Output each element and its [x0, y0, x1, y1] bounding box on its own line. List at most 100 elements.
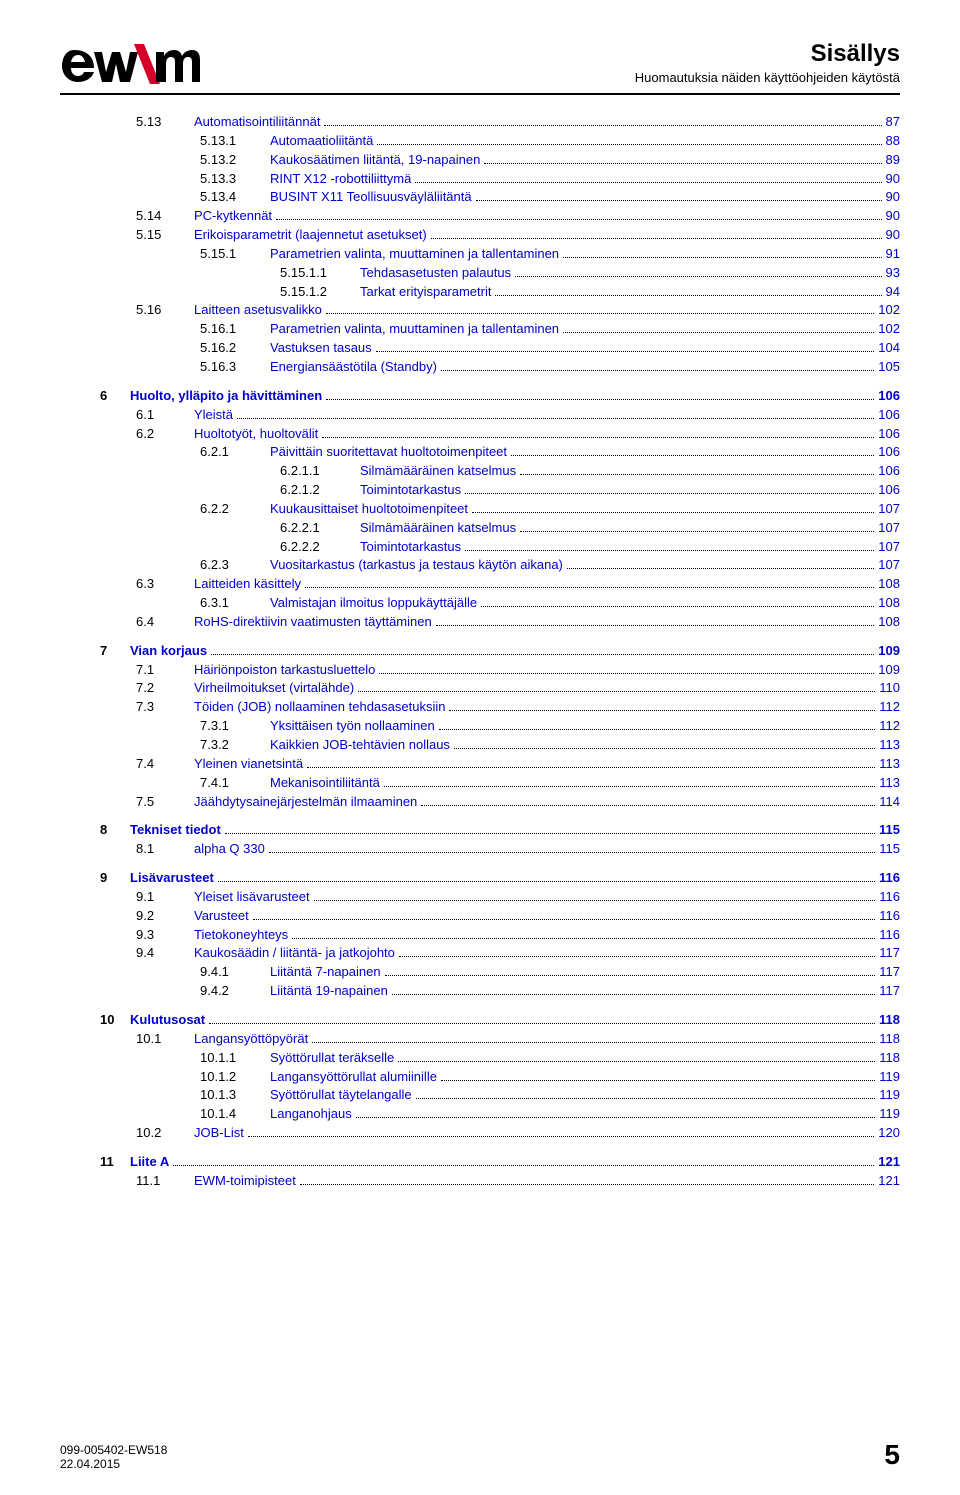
- toc-page[interactable]: 107: [878, 500, 900, 519]
- toc-title[interactable]: Parametrien valinta, muuttaminen ja tall…: [270, 320, 559, 339]
- toc-title[interactable]: alpha Q 330: [194, 840, 265, 859]
- toc-page[interactable]: 112: [879, 698, 900, 717]
- toc-title[interactable]: Häiriönpoiston tarkastusluettelo: [194, 661, 375, 680]
- toc-page[interactable]: 113: [879, 736, 900, 755]
- toc-page[interactable]: 109: [878, 642, 900, 661]
- toc-title[interactable]: PC-kytkennät: [194, 207, 272, 226]
- toc-title[interactable]: Yleinen vianetsintä: [194, 755, 303, 774]
- toc-page[interactable]: 110: [879, 679, 900, 698]
- toc-title[interactable]: Automaatioliitäntä: [270, 132, 373, 151]
- toc-page[interactable]: 107: [878, 538, 900, 557]
- toc-title[interactable]: Kuukausittaiset huoltotoimenpiteet: [270, 500, 468, 519]
- toc-page[interactable]: 106: [878, 425, 900, 444]
- toc-title[interactable]: Yksittäisen työn nollaaminen: [270, 717, 435, 736]
- toc-page[interactable]: 115: [879, 840, 900, 859]
- toc-page[interactable]: 105: [878, 358, 900, 377]
- toc-page[interactable]: 89: [886, 151, 900, 170]
- toc-title[interactable]: Vuositarkastus (tarkastus ja testaus käy…: [270, 556, 563, 575]
- toc-title[interactable]: Kaukosäätimen liitäntä, 19-napainen: [270, 151, 480, 170]
- toc-title[interactable]: Syöttörullat täytelangalle: [270, 1086, 412, 1105]
- toc-title[interactable]: Yleistä: [194, 406, 233, 425]
- toc-title[interactable]: BUSINT X11 Teollisuusväyläliitäntä: [270, 188, 472, 207]
- toc-title[interactable]: Kaukosäädin / liitäntä- ja jatkojohto: [194, 944, 395, 963]
- toc-page[interactable]: 116: [879, 869, 900, 888]
- toc-title[interactable]: Huoltotyöt, huoltovälit: [194, 425, 318, 444]
- toc-page[interactable]: 90: [886, 207, 900, 226]
- toc-page[interactable]: 117: [879, 944, 900, 963]
- toc-title[interactable]: JOB-List: [194, 1124, 244, 1143]
- toc-page[interactable]: 87: [886, 113, 900, 132]
- toc-page[interactable]: 91: [886, 245, 900, 264]
- toc-page[interactable]: 102: [878, 320, 900, 339]
- toc-title[interactable]: Vian korjaus: [130, 642, 207, 661]
- toc-page[interactable]: 117: [879, 963, 900, 982]
- toc-page[interactable]: 116: [879, 907, 900, 926]
- toc-page[interactable]: 119: [879, 1086, 900, 1105]
- toc-page[interactable]: 120: [878, 1124, 900, 1143]
- toc-page[interactable]: 118: [879, 1049, 900, 1068]
- toc-title[interactable]: Langansyöttörullat alumiinille: [270, 1068, 437, 1087]
- toc-page[interactable]: 90: [886, 226, 900, 245]
- toc-page[interactable]: 106: [878, 443, 900, 462]
- toc-title[interactable]: Laitteiden käsittely: [194, 575, 301, 594]
- toc-title[interactable]: Töiden (JOB) nollaaminen tehdasasetuksii…: [194, 698, 445, 717]
- toc-title[interactable]: Liitäntä 7-napainen: [270, 963, 381, 982]
- toc-title[interactable]: Kulutusosat: [130, 1011, 205, 1030]
- toc-title[interactable]: Automatisointiliitännät: [194, 113, 320, 132]
- toc-page[interactable]: 90: [886, 188, 900, 207]
- toc-title[interactable]: Kaikkien JOB-tehtävien nollaus: [270, 736, 450, 755]
- toc-title[interactable]: Silmämääräinen katselmus: [360, 462, 516, 481]
- toc-title[interactable]: Erikoisparametrit (laajennetut asetukset…: [194, 226, 427, 245]
- toc-title[interactable]: Toimintotarkastus: [360, 538, 461, 557]
- toc-title[interactable]: Langanohjaus: [270, 1105, 352, 1124]
- toc-page[interactable]: 94: [886, 283, 900, 302]
- toc-page[interactable]: 102: [878, 301, 900, 320]
- toc-title[interactable]: Langansyöttöpyörät: [194, 1030, 308, 1049]
- toc-page[interactable]: 116: [879, 926, 900, 945]
- toc-page[interactable]: 112: [879, 717, 900, 736]
- toc-page[interactable]: 115: [879, 821, 900, 840]
- toc-page[interactable]: 119: [879, 1068, 900, 1087]
- toc-page[interactable]: 116: [879, 888, 900, 907]
- toc-title[interactable]: RoHS-direktiivin vaatimusten täyttäminen: [194, 613, 432, 632]
- toc-title[interactable]: Liitäntä 19-napainen: [270, 982, 388, 1001]
- toc-title[interactable]: Jäähdytysainejärjestelmän ilmaaminen: [194, 793, 417, 812]
- toc-title[interactable]: Tekniset tiedot: [130, 821, 221, 840]
- toc-page[interactable]: 104: [878, 339, 900, 358]
- toc-page[interactable]: 117: [879, 982, 900, 1001]
- toc-title[interactable]: Vastuksen tasaus: [270, 339, 372, 358]
- toc-page[interactable]: 93: [886, 264, 900, 283]
- toc-title[interactable]: EWM-toimipisteet: [194, 1172, 296, 1191]
- toc-page[interactable]: 121: [878, 1153, 900, 1172]
- toc-page[interactable]: 106: [878, 406, 900, 425]
- toc-page[interactable]: 118: [879, 1030, 900, 1049]
- toc-page[interactable]: 113: [879, 755, 900, 774]
- toc-page[interactable]: 88: [886, 132, 900, 151]
- toc-page[interactable]: 90: [886, 170, 900, 189]
- toc-page[interactable]: 107: [878, 556, 900, 575]
- toc-title[interactable]: Energiansäästötila (Standby): [270, 358, 437, 377]
- toc-title[interactable]: Parametrien valinta, muuttaminen ja tall…: [270, 245, 559, 264]
- toc-title[interactable]: Tarkat erityisparametrit: [360, 283, 491, 302]
- toc-title[interactable]: Syöttörullat teräkselle: [270, 1049, 394, 1068]
- toc-title[interactable]: Yleiset lisävarusteet: [194, 888, 310, 907]
- toc-title[interactable]: Mekanisointiliitäntä: [270, 774, 380, 793]
- toc-page[interactable]: 106: [878, 462, 900, 481]
- toc-page[interactable]: 114: [879, 793, 900, 812]
- toc-page[interactable]: 108: [878, 613, 900, 632]
- toc-title[interactable]: Silmämääräinen katselmus: [360, 519, 516, 538]
- toc-title[interactable]: Valmistajan ilmoitus loppukäyttäjälle: [270, 594, 477, 613]
- toc-page[interactable]: 106: [878, 481, 900, 500]
- toc-title[interactable]: Varusteet: [194, 907, 249, 926]
- toc-title[interactable]: RINT X12 -robottiliittymä: [270, 170, 411, 189]
- toc-page[interactable]: 108: [878, 594, 900, 613]
- toc-title[interactable]: Liite A: [130, 1153, 169, 1172]
- toc-page[interactable]: 113: [879, 774, 900, 793]
- toc-page[interactable]: 118: [879, 1011, 900, 1030]
- toc-page[interactable]: 108: [878, 575, 900, 594]
- toc-title[interactable]: Tietokoneyhteys: [194, 926, 288, 945]
- toc-title[interactable]: Toimintotarkastus: [360, 481, 461, 500]
- toc-page[interactable]: 109: [878, 661, 900, 680]
- toc-title[interactable]: Laitteen asetusvalikko: [194, 301, 322, 320]
- toc-title[interactable]: Tehdasasetusten palautus: [360, 264, 511, 283]
